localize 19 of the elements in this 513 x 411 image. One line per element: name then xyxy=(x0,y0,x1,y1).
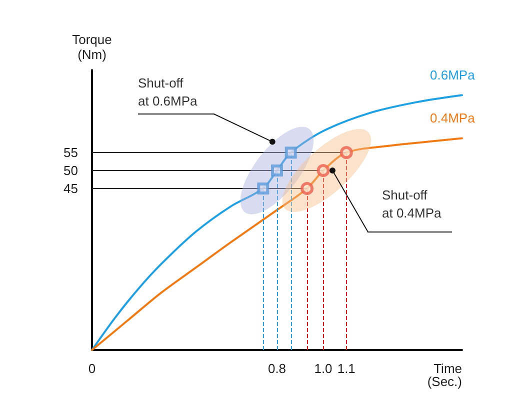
x-tick-label: 0.8 xyxy=(268,361,286,376)
annotation: Shut-off at 0.6MPa xyxy=(138,76,198,108)
x-tick-label: 0 xyxy=(88,361,96,376)
y-axis-title: Torque (Nm) xyxy=(72,32,112,62)
y-tick-label: 55 xyxy=(64,145,78,160)
y-tick-label: 50 xyxy=(64,163,78,178)
annotation: Shut-off at 0.4MPa xyxy=(382,188,442,220)
series-label: 0.4MPa xyxy=(430,110,476,126)
point xyxy=(340,146,353,160)
point xyxy=(271,164,283,177)
x-axis-title: Time (Sec.) xyxy=(427,361,462,389)
point xyxy=(316,164,330,178)
x-tick-label: 1.0 xyxy=(314,361,332,376)
point xyxy=(284,146,297,159)
point xyxy=(300,182,314,195)
y-tick-label: 45 xyxy=(64,180,78,196)
series-label: 0.6MPa xyxy=(430,68,476,83)
point xyxy=(257,182,270,194)
x-tick-label: 1.1 xyxy=(337,361,356,376)
